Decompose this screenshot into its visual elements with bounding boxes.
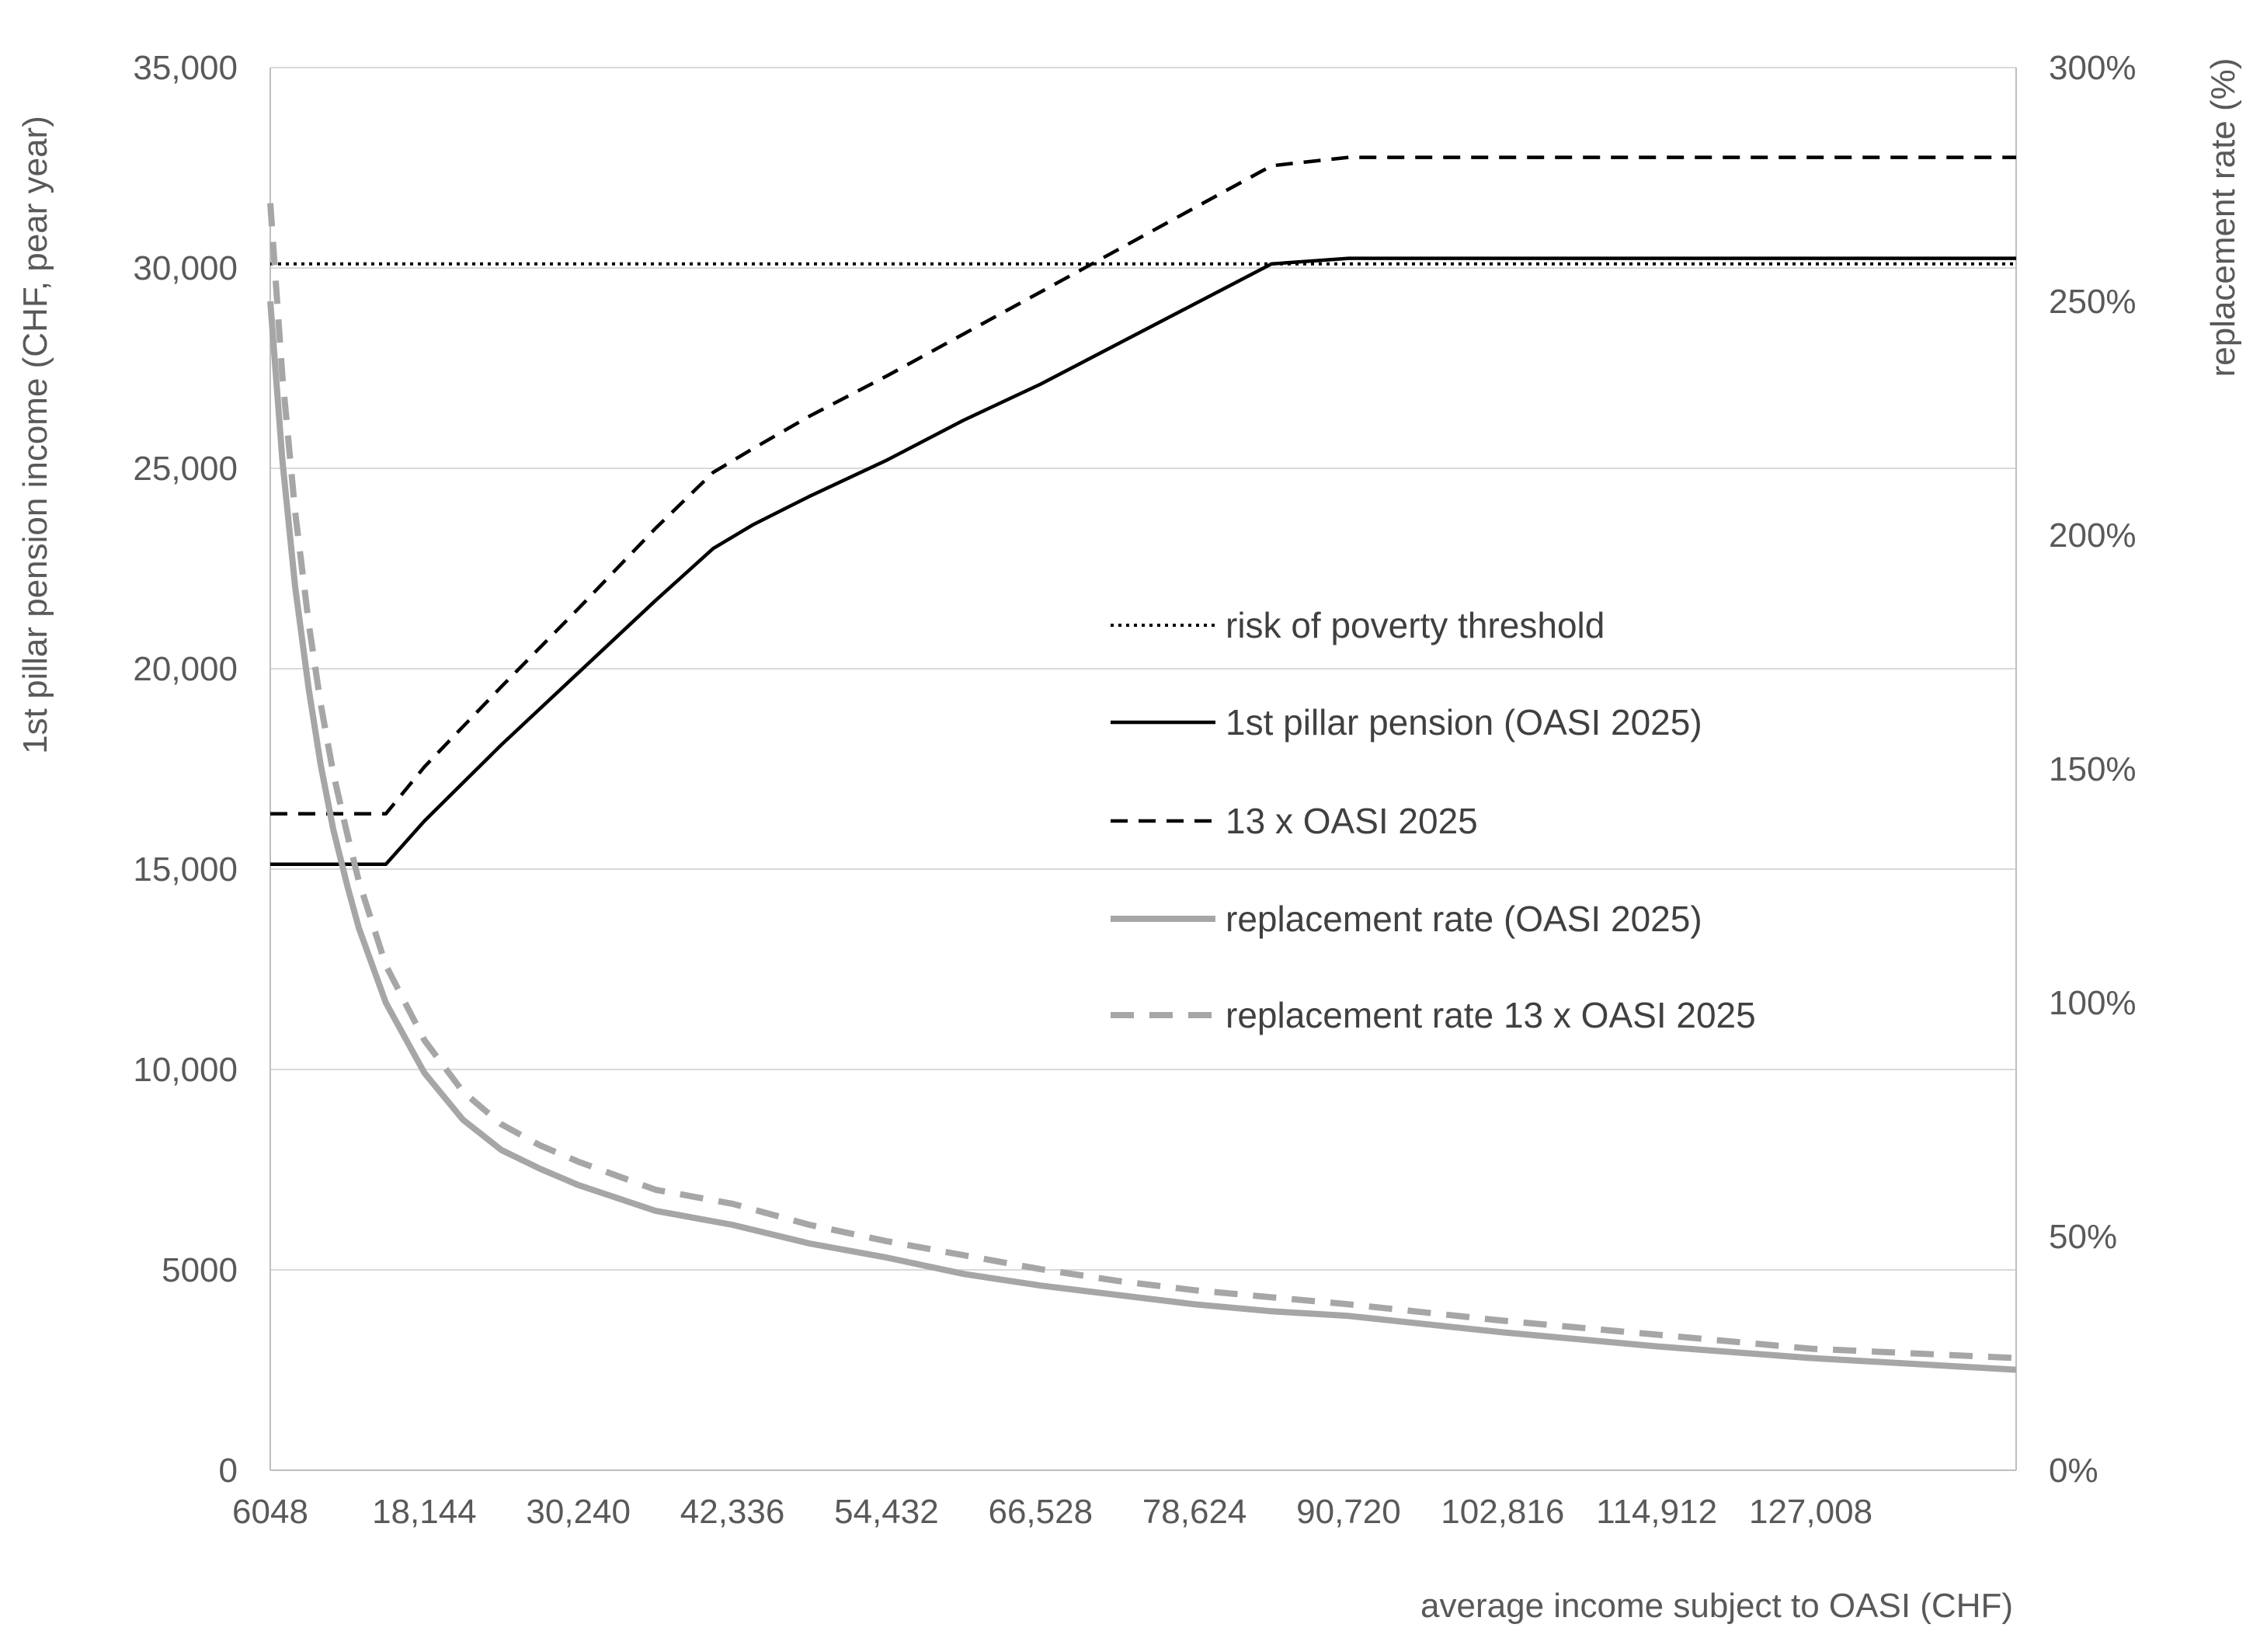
x-tick-label: 78,624 — [1142, 1493, 1247, 1531]
y-tick-label: 0 — [219, 1452, 238, 1490]
series-line-5 — [267, 203, 2017, 1362]
x-tick-label: 18,144 — [372, 1493, 477, 1531]
series-lines — [267, 155, 2017, 1373]
y2-tick-label: 150% — [2049, 750, 2137, 788]
x-tick-label: 6048 — [232, 1493, 308, 1531]
y-tick-label: 20,000 — [133, 650, 238, 688]
series-line-3 — [270, 155, 2016, 816]
y-tick-label: 10,000 — [133, 1051, 238, 1089]
legend: risk of poverty threshold 1st pillar pens… — [1111, 605, 1756, 1035]
x-tick-label: 30,240 — [526, 1493, 631, 1531]
y-tick-label: 30,000 — [133, 249, 238, 287]
x-tick-label: 66,528 — [988, 1493, 1093, 1531]
x-tick-label: 90,720 — [1296, 1493, 1401, 1531]
y2-tick-label: 100% — [2049, 984, 2137, 1022]
x-axis-title: average income subject to OASI (CHF) — [1420, 1587, 2013, 1625]
gridlines — [270, 67, 2016, 1271]
y-tick-label: 15,000 — [133, 850, 238, 889]
legend-label: 13 x OASI 2025 — [1226, 801, 1478, 841]
y2-tick-label: 0% — [2049, 1452, 2098, 1490]
x-tick-label: 114,912 — [1596, 1493, 1717, 1531]
legend-label: replacement rate (OASI 2025) — [1226, 899, 1702, 939]
y2-tick-label: 200% — [2049, 516, 2137, 555]
series-line-2 — [270, 256, 2016, 867]
legend-label: risk of poverty threshold — [1226, 605, 1605, 645]
x-tick-label: 54,432 — [834, 1493, 939, 1531]
legend-label: 1st pillar pension (OASI 2025) — [1226, 702, 1702, 743]
y-tick-label: 5000 — [162, 1251, 238, 1289]
tick-labels: 0 5000 10,000 15,000 20,000 25,000 30,000 35,00… — [133, 49, 2136, 1531]
x-tick-label: 42,336 — [680, 1493, 785, 1531]
y-axis-title: 1st pillar pension income (CHF, pear yea… — [16, 116, 54, 754]
series-line-4 — [267, 301, 2017, 1373]
axes — [269, 68, 2017, 1471]
y2-tick-label: 300% — [2049, 49, 2137, 87]
x-tick-label: 102,816 — [1441, 1493, 1564, 1531]
y2-tick-label: 50% — [2049, 1218, 2117, 1256]
y-tick-label: 25,000 — [133, 450, 238, 488]
legend-label: replacement rate 13 x OASI 2025 — [1226, 995, 1756, 1035]
y2-axis-title: replacement rate (%) — [2204, 58, 2242, 377]
y2-tick-label: 250% — [2049, 283, 2137, 321]
y-tick-label: 35,000 — [133, 49, 238, 87]
x-tick-label: 127,008 — [1749, 1493, 1872, 1531]
